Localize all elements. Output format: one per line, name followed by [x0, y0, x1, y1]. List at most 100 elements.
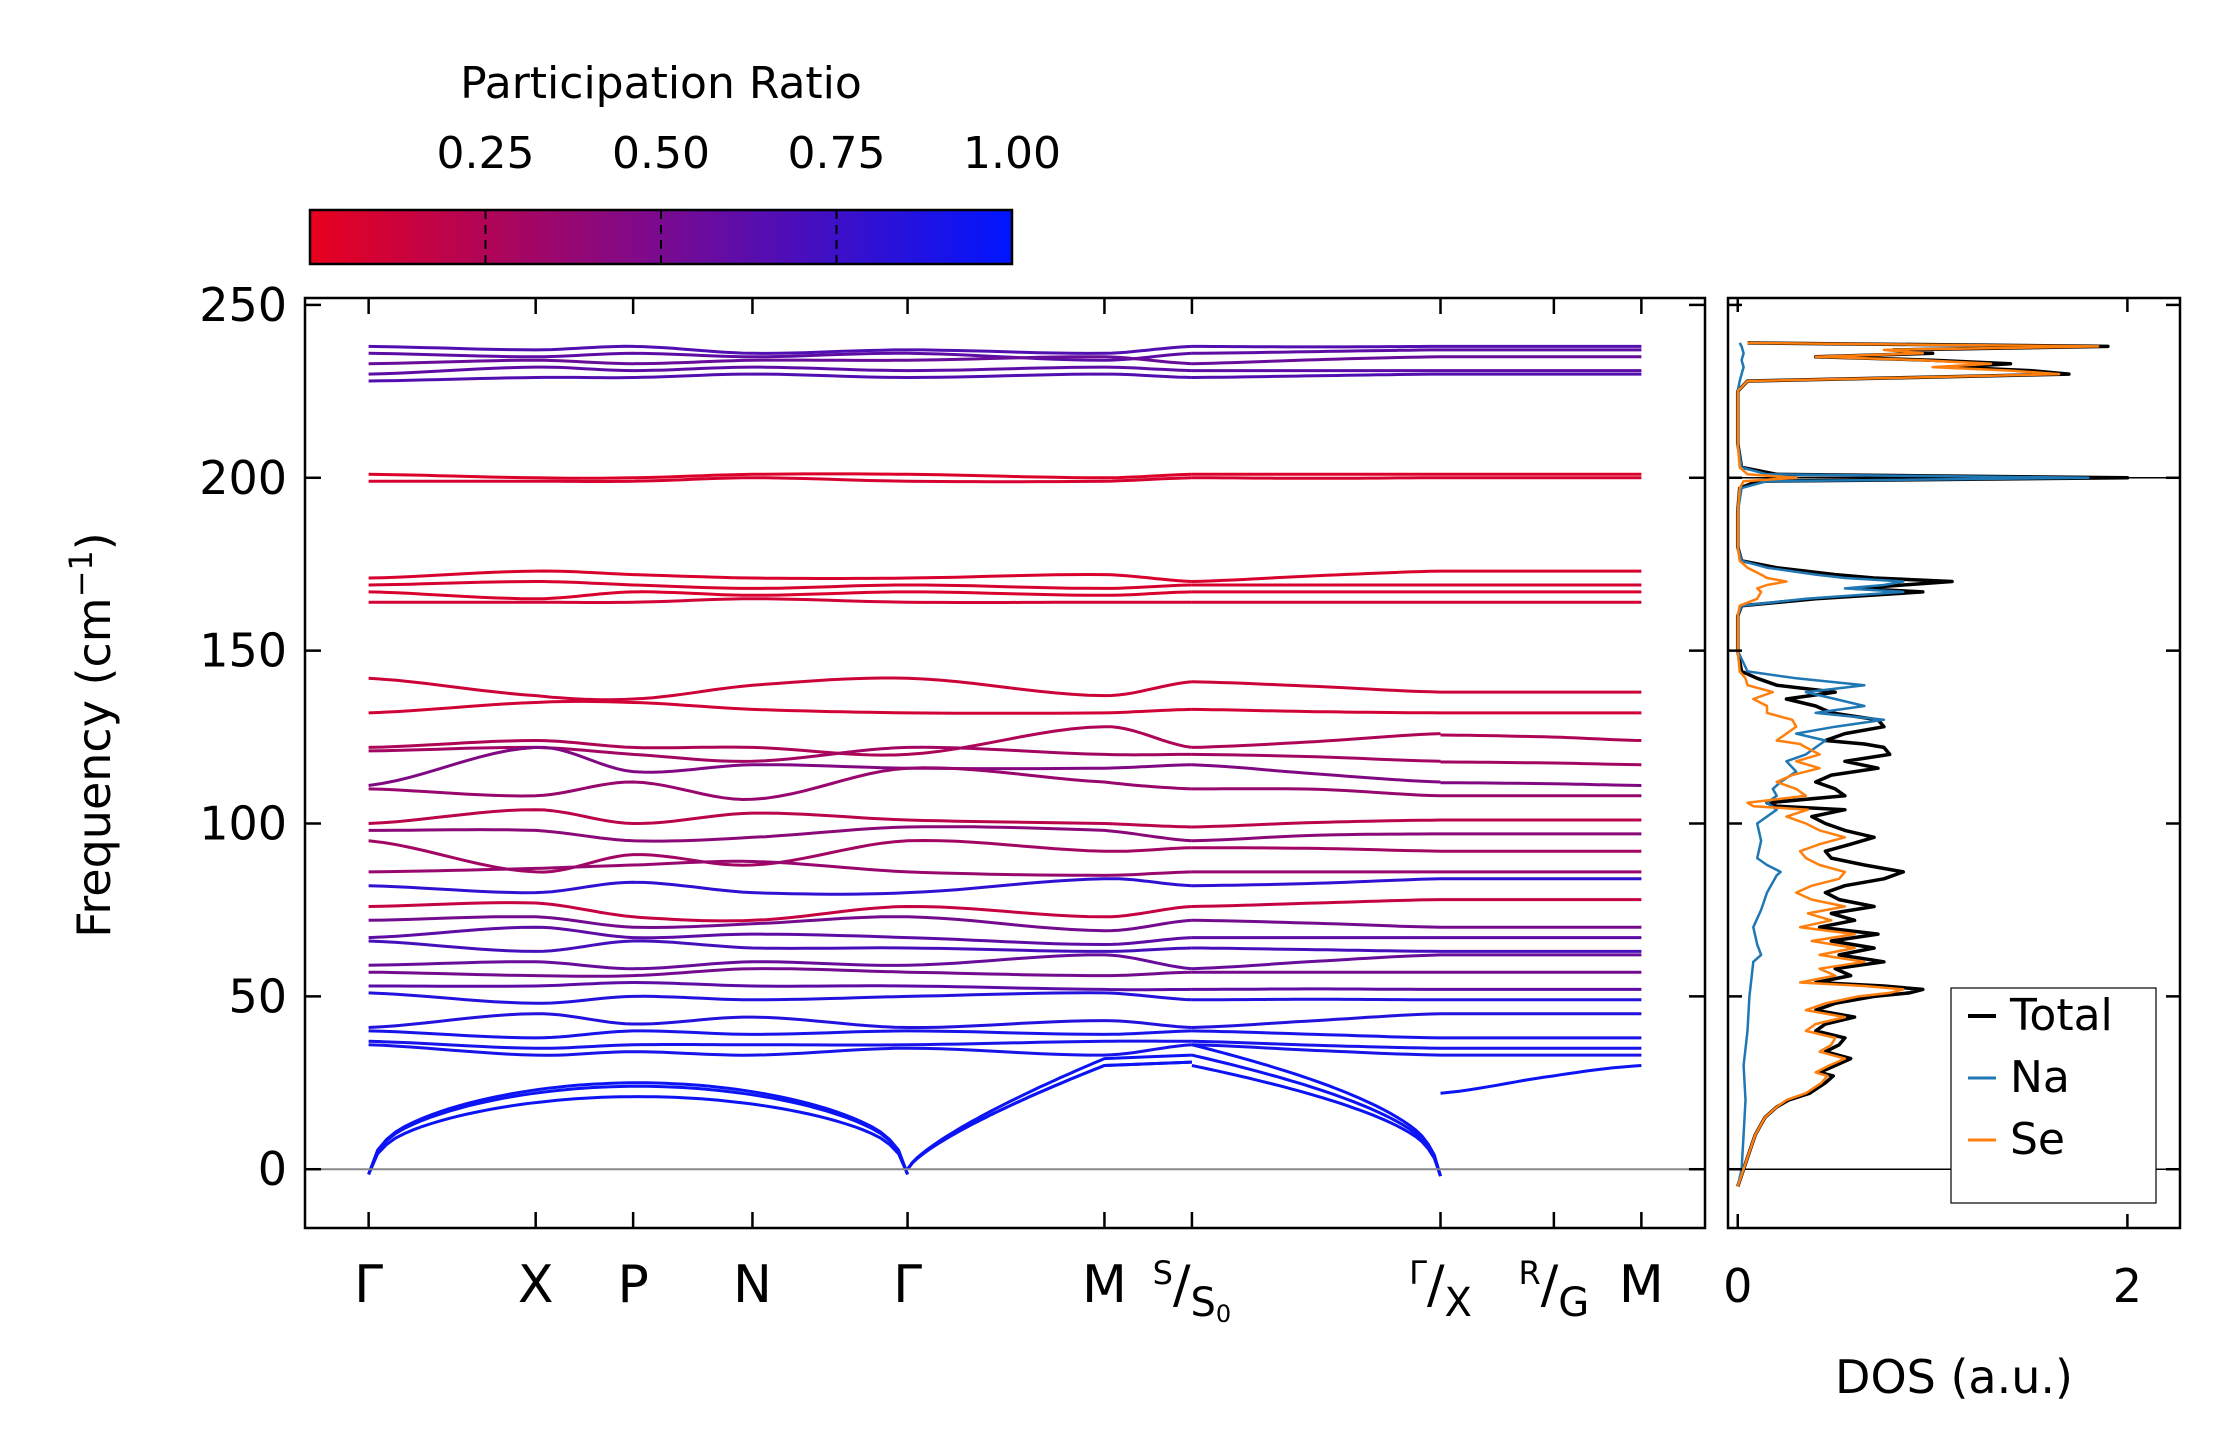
band-y-ticks: 0 50 100 150 200 250 — [199, 278, 1705, 1196]
band-line — [368, 1043, 1193, 1057]
y-tick-label: 200 — [199, 451, 287, 505]
band-line — [368, 351, 1192, 362]
acoustic-branch — [906, 1060, 1192, 1171]
band-x-ticks: Γ X P N Γ M S/S0 Γ/X R/G M — [354, 298, 1664, 1328]
band-line — [368, 953, 1193, 971]
band-line — [368, 980, 1192, 992]
band-line — [368, 590, 1192, 601]
band-line — [1191, 372, 1441, 379]
band-line — [368, 838, 1192, 874]
band-line — [1191, 946, 1441, 953]
band-line — [1191, 953, 1441, 971]
dos-series-total — [1735, 341, 2130, 1188]
high-symmetry-label: S/S0 — [1153, 1254, 1232, 1328]
colorbar: Participation Ratio 0.25 0.50 0.75 1.00 — [308, 58, 1061, 266]
band-line — [1191, 787, 1441, 798]
band-line — [1191, 355, 1441, 366]
band-line — [368, 925, 1192, 947]
colorbar-tick-label: 1.00 — [963, 128, 1061, 179]
band-line — [1191, 877, 1441, 888]
high-symmetry-label: N — [733, 1255, 772, 1315]
band-line — [368, 825, 1193, 843]
band-line — [1191, 846, 1441, 853]
band-line — [368, 597, 1192, 604]
band-line — [1191, 1039, 1441, 1050]
y-tick-label: 50 — [228, 969, 287, 1023]
high-symmetry-label: Γ — [354, 1255, 383, 1315]
band-line — [368, 1029, 1192, 1040]
acoustic-branch — [1191, 1043, 1442, 1177]
band-line — [1191, 569, 1441, 583]
colorbar-tick-labels: 0.25 0.50 0.75 1.00 — [437, 128, 1061, 179]
y-tick-label: 0 — [258, 1142, 287, 1196]
band-line — [368, 808, 1192, 829]
colorbar-ticks — [484, 210, 838, 264]
band-line — [368, 1039, 1192, 1050]
y-axis-label: Frequency (cm−1) — [62, 532, 121, 937]
band-line — [1191, 1043, 1441, 1057]
legend-label: Se — [2010, 1114, 2065, 1165]
band-line — [1191, 1012, 1441, 1029]
acoustic-branch — [367, 1095, 909, 1176]
band-line — [368, 372, 1192, 383]
high-symmetry-label: R/G — [1518, 1254, 1589, 1326]
band-line — [1191, 707, 1441, 715]
band-line — [1191, 832, 1441, 843]
band-line — [368, 569, 1192, 583]
band-line — [1191, 918, 1441, 929]
band-line — [368, 1012, 1192, 1029]
high-symmetry-label: Γ — [893, 1255, 922, 1315]
band-line — [1191, 763, 1441, 784]
band-line — [368, 365, 1192, 376]
band-line — [1191, 1029, 1441, 1040]
colorbar-tick-label: 0.50 — [612, 128, 710, 179]
band-line — [1191, 752, 1441, 763]
band-line — [368, 745, 1192, 787]
band-line — [368, 766, 1192, 802]
legend-frame — [1950, 987, 2157, 1204]
acoustic-branch — [367, 1084, 910, 1175]
high-symmetry-label: M — [1619, 1255, 1664, 1315]
band-lines — [367, 344, 1642, 1177]
band-line — [1191, 348, 1441, 355]
dos-x-tick-label: 0 — [1723, 1259, 1752, 1313]
colorbar-title: Participation Ratio — [460, 58, 862, 109]
colorbar-tick-label: 0.25 — [437, 128, 535, 179]
band-line — [368, 901, 1193, 923]
band-line — [1191, 997, 1441, 1002]
acoustic-branch — [906, 1053, 1192, 1171]
band-line — [368, 991, 1192, 1005]
high-symmetry-label: Γ/X — [1409, 1254, 1472, 1326]
band-line — [1191, 987, 1441, 991]
band-line — [368, 676, 1193, 702]
y-tick-label: 250 — [199, 278, 287, 332]
band-line — [1191, 732, 1441, 749]
band-line — [368, 877, 1192, 896]
band-line — [1191, 898, 1441, 908]
y-tick-label: 150 — [199, 624, 287, 678]
band-line — [368, 939, 1192, 953]
band-line — [368, 476, 1192, 484]
band-line — [368, 355, 1192, 366]
dos-legend: Total Na Se — [1950, 987, 2157, 1204]
legend-label: Na — [2010, 1052, 2070, 1103]
high-symmetry-label: X — [518, 1255, 554, 1315]
dos-axes-frame — [1726, 296, 2182, 1230]
band-line — [368, 699, 1192, 715]
dos-series-na — [1736, 342, 2090, 1187]
band-axes-frame — [303, 296, 1707, 1230]
band-line — [368, 859, 1192, 877]
acoustic-branch — [1440, 1064, 1642, 1095]
dos-panel: 0 2 DOS (a.u.) Total Na Se — [1723, 296, 2182, 1404]
band-line — [1191, 476, 1441, 480]
dos-x-axis-label: DOS (a.u.) — [1835, 1350, 2073, 1404]
acoustic-branch — [367, 1081, 910, 1175]
band-line — [368, 915, 1193, 933]
dos-y-ticks — [1728, 303, 2180, 1171]
dos-x-tick-label: 2 — [2113, 1259, 2142, 1313]
band-line — [368, 725, 1193, 757]
y-tick-label: 100 — [199, 797, 287, 851]
band-line — [1440, 781, 1642, 787]
legend-label: Total — [2009, 990, 2113, 1041]
